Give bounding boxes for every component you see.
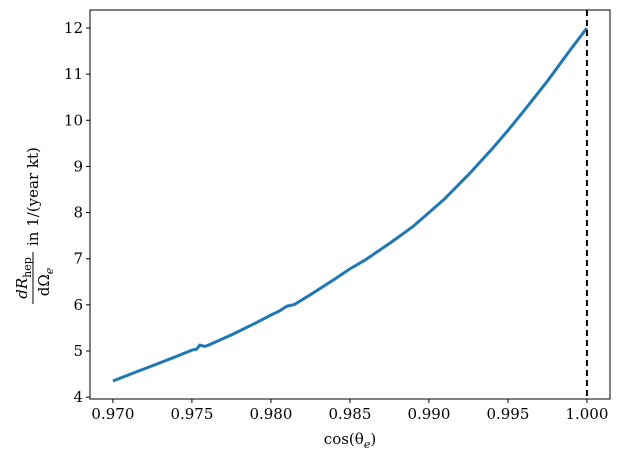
ylabel-numerator-main: dR bbox=[13, 278, 31, 299]
xlabel-before: cos(θ bbox=[324, 430, 364, 448]
ylabel-numerator: dRhep bbox=[13, 257, 34, 299]
plot-frame bbox=[89, 9, 611, 400]
y-tick-label: 6 bbox=[73, 296, 83, 314]
ylabel-numerator-sub: hep bbox=[21, 257, 34, 278]
xlabel-sub: e bbox=[364, 438, 371, 451]
y-tick-label: 5 bbox=[73, 342, 83, 360]
ylabel-text: in 1/(year kt) bbox=[24, 147, 42, 246]
ylabel-denominator: dΩe bbox=[35, 267, 56, 296]
x-axis-label: cos(θe) bbox=[324, 430, 376, 451]
xlabel-after: ) bbox=[370, 430, 376, 448]
x-tick-label: 0.980 bbox=[249, 405, 292, 423]
y-tick-label: 9 bbox=[73, 157, 83, 175]
y-tick-label: 4 bbox=[73, 388, 83, 406]
y-axis-label: dRhep dΩe in 1/(year kt) bbox=[13, 147, 56, 304]
x-tick-label: 0.970 bbox=[91, 405, 134, 423]
y-tick-label: 7 bbox=[73, 250, 83, 268]
data-line bbox=[112, 27, 589, 383]
y-tick-label: 11 bbox=[64, 65, 83, 83]
x-tick-label: 0.990 bbox=[407, 405, 450, 423]
ylabel-denominator-main: dΩ bbox=[35, 274, 53, 296]
y-tick-label: 12 bbox=[64, 19, 83, 37]
y-tick-label: 10 bbox=[64, 111, 83, 129]
x-tick-label: 0.995 bbox=[486, 405, 529, 423]
x-tick-label: 0.975 bbox=[170, 405, 213, 423]
ylabel-denominator-sub: e bbox=[43, 267, 56, 274]
x-tick-label: 0.985 bbox=[328, 405, 371, 423]
x-tick-label: 1.000 bbox=[565, 405, 608, 423]
y-tick-label: 8 bbox=[73, 204, 83, 222]
